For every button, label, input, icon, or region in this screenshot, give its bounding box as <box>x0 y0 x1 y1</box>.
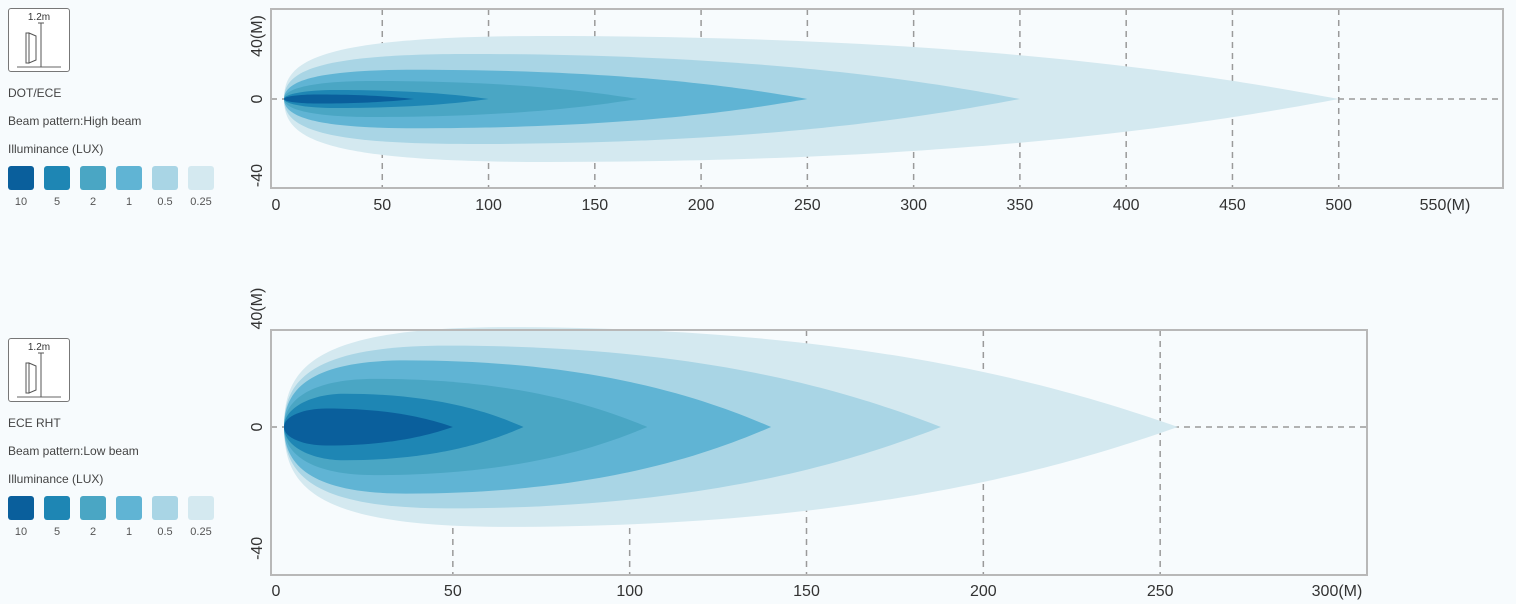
isolux-area-10 <box>284 408 453 446</box>
x-tick-label: 250 <box>1147 583 1174 600</box>
swatch-1 <box>116 166 142 190</box>
lamp-mount-drawing <box>17 352 61 398</box>
high-beam-legend: 1.2m DOT/ECE Beam pattern:High beam Illu… <box>8 8 228 208</box>
lamp-mount-drawing <box>17 22 61 68</box>
lamp-mount-icon: 1.2m <box>8 338 70 402</box>
y-tick-label: 0 <box>249 94 266 103</box>
swatch-label: 0.5 <box>157 526 173 538</box>
swatch-label: 2 <box>89 526 97 538</box>
swatch-label: 5 <box>53 526 61 538</box>
x-tick-label: 250 <box>794 197 821 214</box>
x-tick-label: 500 <box>1325 197 1352 214</box>
y-tick-label: -40 <box>249 164 266 187</box>
swatch-2 <box>80 166 106 190</box>
swatch-0.25 <box>188 166 214 190</box>
plot-frame <box>270 8 1504 189</box>
y-tick-label: 0 <box>249 422 266 431</box>
x-tick-label: 300 <box>900 197 927 214</box>
x-tick-label: 550(M) <box>1420 197 1471 214</box>
illuminance-scale: 10 5 2 1 0.5 0.25 <box>8 166 228 208</box>
swatch-label: 1 <box>125 526 133 538</box>
x-tick-label: 400 <box>1113 197 1140 214</box>
swatch-5 <box>44 166 70 190</box>
swatch-label: 1 <box>125 196 133 208</box>
swatch-label: 10 <box>14 526 28 538</box>
x-tick-label: 100 <box>475 197 502 214</box>
x-tick-label: 300(M) <box>1312 583 1363 600</box>
swatch-label: 5 <box>53 196 61 208</box>
isolux-area-10 <box>284 94 415 104</box>
beam-pattern-label: Beam pattern:Low beam <box>8 444 139 458</box>
y-tick-label: 40(M) <box>249 288 266 330</box>
x-tick-label: 150 <box>793 583 820 600</box>
mount-height-label: 1.2m <box>27 12 51 23</box>
high-beam-panel: 1.2m DOT/ECE Beam pattern:High beam Illu… <box>0 0 1516 300</box>
standard-label: DOT/ECE <box>8 86 62 100</box>
x-tick-label: 0 <box>272 197 281 214</box>
plot-frame <box>270 329 1368 576</box>
mount-height-label: 1.2m <box>27 342 51 353</box>
x-tick-label: 350 <box>1007 197 1034 214</box>
x-tick-label: 50 <box>444 583 462 600</box>
y-tick-label: 40(M) <box>249 15 266 57</box>
x-tick-label: 150 <box>581 197 608 214</box>
swatch-0.25 <box>188 496 214 520</box>
swatch-label: 2 <box>89 196 97 208</box>
low-beam-isolux-chart: 0 50 100 150 200 250 300(M) 40(M) 0 -40 <box>249 288 1368 600</box>
swatch-10 <box>8 496 34 520</box>
x-tick-label: 0 <box>272 583 281 600</box>
x-tick-label: 100 <box>616 583 643 600</box>
x-tick-label: 200 <box>688 197 715 214</box>
low-beam-legend: 1.2m ECE RHT Beam pattern:Low beam Illum… <box>8 338 228 538</box>
y-tick-label: -40 <box>249 537 266 560</box>
illuminance-scale: 10 5 2 1 0.5 0.25 <box>8 496 228 538</box>
beam-areas <box>284 327 1178 527</box>
x-tick-label: 200 <box>970 583 997 600</box>
illuminance-label: Illuminance (LUX) <box>8 142 104 156</box>
swatch-0.5 <box>152 166 178 190</box>
swatch-1 <box>116 496 142 520</box>
swatch-5 <box>44 496 70 520</box>
illuminance-label: Illuminance (LUX) <box>8 472 104 486</box>
beam-areas <box>284 36 1339 162</box>
swatch-label: 0.25 <box>190 526 212 538</box>
low-beam-panel: 1.2m ECE RHT Beam pattern:Low beam Illum… <box>0 288 1516 604</box>
swatch-0.5 <box>152 496 178 520</box>
swatch-label: 0.5 <box>157 196 173 208</box>
swatch-2 <box>80 496 106 520</box>
lamp-mount-icon: 1.2m <box>8 8 70 72</box>
beam-pattern-label: Beam pattern:High beam <box>8 114 142 128</box>
swatch-label: 10 <box>14 196 28 208</box>
swatch-10 <box>8 166 34 190</box>
x-tick-label: 450 <box>1219 197 1246 214</box>
x-tick-label: 50 <box>373 197 391 214</box>
standard-label: ECE RHT <box>8 416 61 430</box>
swatch-label: 0.25 <box>190 196 212 208</box>
high-beam-isolux-chart: 0 50 100 150 200 250 300 350 400 450 500 550(M) 40(M… <box>249 8 1504 214</box>
